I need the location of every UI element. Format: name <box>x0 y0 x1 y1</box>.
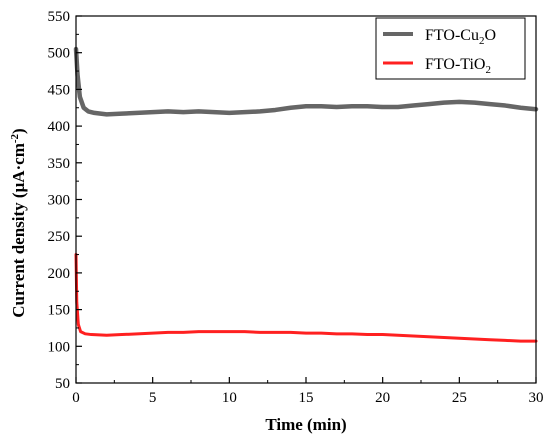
y-tick-label: 550 <box>48 9 71 25</box>
series-line-2 <box>74 253 538 343</box>
x-tick-label: 5 <box>149 390 157 406</box>
y-tick-label: 350 <box>48 156 71 172</box>
y-tick-label: 400 <box>48 119 71 135</box>
legend-label-series-2: FTO-TiO2 <box>425 56 491 76</box>
legend-label-series-1: FTO-Cu2O <box>425 27 496 47</box>
y-tick-label: 50 <box>55 376 70 392</box>
x-tick-label: 25 <box>452 390 467 406</box>
y-tick-label: 250 <box>48 229 71 245</box>
legend: FTO-Cu2O FTO-TiO2 <box>375 17 526 80</box>
x-tick-label: 30 <box>529 390 544 406</box>
y-tick-label: 150 <box>48 303 71 319</box>
plot-area <box>73 46 539 343</box>
x-tick-label: 20 <box>375 390 390 406</box>
y-tick-label: 500 <box>48 46 71 62</box>
y-tick-label: 300 <box>48 193 71 209</box>
y-tick-label: 450 <box>48 82 71 98</box>
y-tick-label: 200 <box>48 266 71 282</box>
x-tick-label: 10 <box>222 390 237 406</box>
axes: 0 5 10 15 20 25 30 50 100 150 200 250 300 350 400 450 50… <box>48 9 544 406</box>
x-axis-title: Time (min) <box>265 415 346 434</box>
y-tick-label: 100 <box>48 339 71 355</box>
series-line-1 <box>73 46 539 117</box>
x-tick-label: 15 <box>299 390 314 406</box>
legend-box <box>375 17 526 80</box>
y-axis-title: Current density (μA·cm-2) <box>9 128 28 317</box>
x-tick-label: 0 <box>72 390 80 406</box>
